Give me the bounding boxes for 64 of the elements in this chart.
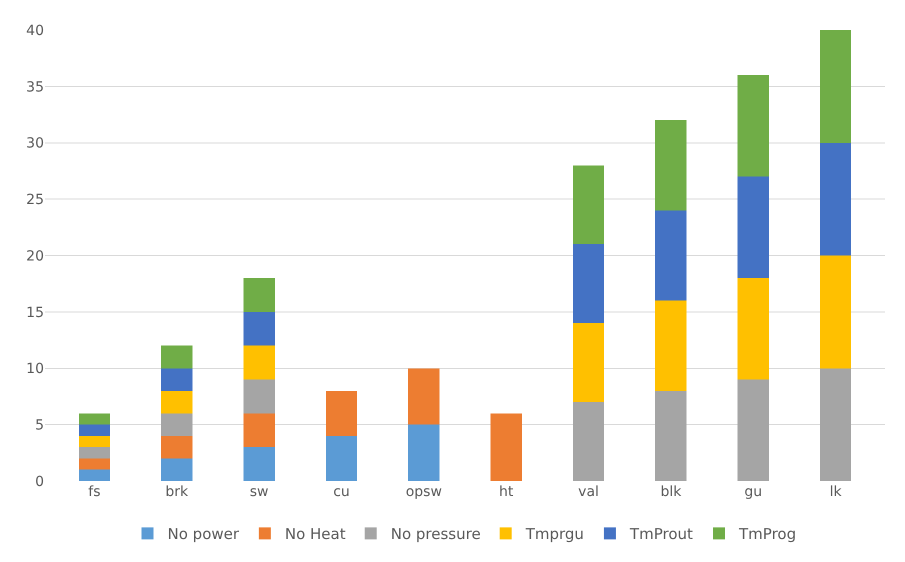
bar bbox=[738, 75, 769, 177]
x-tick-label: gu bbox=[744, 484, 762, 500]
bar bbox=[738, 380, 769, 481]
x-tick-label: brk bbox=[165, 484, 190, 500]
y-tick-label: 15 bbox=[26, 304, 44, 321]
bar bbox=[243, 278, 275, 312]
legend-label: No pressure bbox=[390, 525, 481, 544]
y-tick-label: 5 bbox=[35, 418, 44, 434]
bar bbox=[655, 120, 687, 210]
y-tick-label: 20 bbox=[26, 248, 44, 264]
bar bbox=[326, 390, 358, 436]
bar bbox=[161, 390, 192, 414]
bar bbox=[820, 368, 852, 481]
bar bbox=[655, 210, 687, 301]
bar bbox=[161, 458, 192, 481]
y-tick-label: 0 bbox=[35, 474, 44, 490]
bar bbox=[572, 244, 604, 324]
x-tick-label: sw bbox=[250, 484, 268, 500]
bar bbox=[78, 470, 110, 481]
bar bbox=[655, 300, 687, 391]
bar bbox=[78, 447, 110, 458]
bar bbox=[161, 436, 192, 458]
y-tick-label: 30 bbox=[26, 136, 44, 152]
bar bbox=[243, 312, 275, 346]
bar bbox=[78, 424, 110, 436]
x-tick-label: lk bbox=[830, 484, 842, 500]
bar bbox=[820, 142, 852, 256]
bar bbox=[161, 413, 192, 436]
y-tick-label: 25 bbox=[26, 192, 44, 208]
x-tick-label: fs bbox=[88, 484, 101, 500]
bar bbox=[820, 256, 852, 368]
bar bbox=[78, 413, 110, 425]
bar bbox=[78, 458, 110, 470]
bar bbox=[326, 436, 358, 481]
bar bbox=[738, 176, 769, 278]
bar bbox=[161, 346, 192, 368]
bar bbox=[738, 278, 769, 380]
bar bbox=[572, 323, 604, 402]
bar bbox=[572, 165, 604, 244]
legend-label: Tmprgu bbox=[524, 525, 584, 544]
bar bbox=[243, 380, 275, 414]
legend-label: No Heat bbox=[284, 525, 346, 544]
bar bbox=[243, 447, 275, 481]
x-tick-label: cu bbox=[333, 484, 350, 500]
legend-label: TmProg bbox=[738, 525, 796, 544]
x-tick-label: opsw bbox=[406, 484, 442, 500]
bar bbox=[243, 413, 275, 448]
bar bbox=[490, 413, 522, 481]
bar bbox=[161, 368, 192, 391]
legend-label: TmProut bbox=[628, 525, 694, 544]
bar bbox=[408, 424, 440, 481]
bar bbox=[655, 390, 687, 481]
x-tick-label: blk bbox=[660, 484, 682, 500]
bar bbox=[408, 368, 440, 425]
y-tick-label: 40 bbox=[26, 22, 44, 39]
bar bbox=[572, 402, 604, 481]
y-tick-label: 35 bbox=[26, 79, 44, 96]
x-tick-label: ht bbox=[498, 484, 514, 500]
bar bbox=[78, 436, 110, 448]
bar bbox=[243, 346, 275, 380]
bar bbox=[820, 30, 852, 143]
x-tick-label: val bbox=[578, 484, 599, 500]
legend-label: No power bbox=[168, 525, 240, 544]
y-tick-label: 10 bbox=[26, 361, 44, 378]
